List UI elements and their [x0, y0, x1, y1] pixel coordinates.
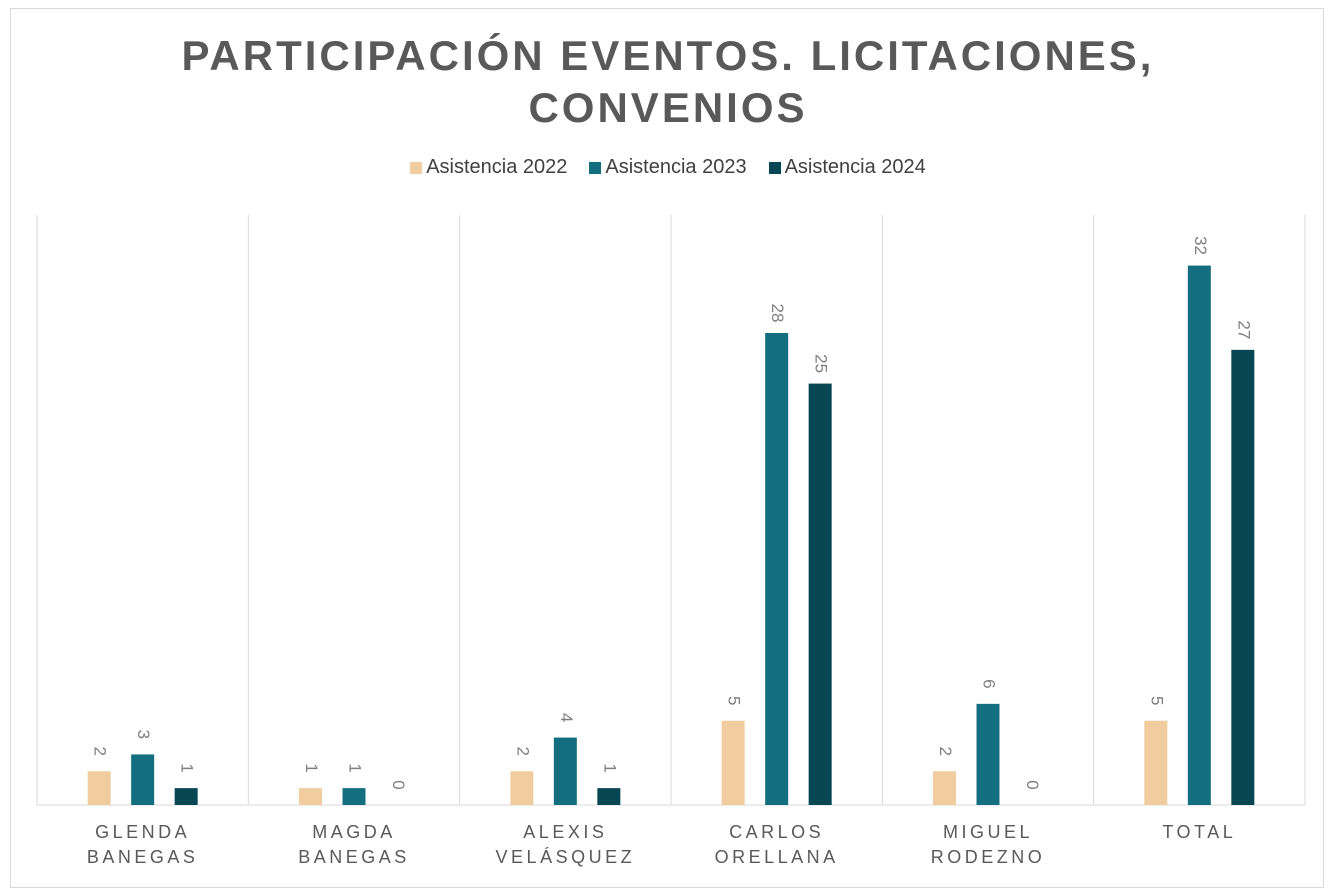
data-label: 0	[389, 780, 408, 789]
bar	[765, 333, 789, 805]
bar	[597, 788, 621, 805]
data-label: 1	[302, 763, 321, 772]
bar	[1187, 265, 1211, 806]
x-tick-label: CARLOS ORELLANA	[714, 822, 839, 867]
legend-item: Asistencia 2022	[410, 156, 567, 179]
bar	[87, 771, 111, 805]
data-label: 1	[178, 763, 197, 772]
bar	[553, 737, 577, 805]
x-tick-label: TOTAL	[1162, 822, 1237, 842]
data-label: 2	[936, 747, 955, 756]
bar	[510, 771, 534, 805]
data-label: 5	[1147, 696, 1166, 705]
legend: Asistencia 2022 Asistencia 2023 Asistencia…	[0, 156, 1336, 179]
legend-item: Asistencia 2024	[768, 156, 926, 179]
bar	[174, 788, 198, 805]
x-tick-label: GLENDA BANEGAS	[86, 822, 199, 867]
x-tick-label: ALEXIS VELÁSQUEZ	[495, 822, 636, 867]
chart-title: PARTICIPACIÓN EVENTOS. LICITACIONES, CON…	[181, 32, 1155, 131]
bar	[721, 720, 745, 805]
data-label: 0	[1023, 780, 1042, 789]
legend-swatch	[589, 161, 602, 174]
data-label: 32	[1191, 236, 1210, 255]
data-label: 3	[134, 730, 153, 739]
legend-label: Asistencia 2024	[784, 156, 926, 178]
legend-item: Asistencia 2023	[589, 156, 747, 179]
data-label: 27	[1234, 320, 1253, 339]
data-label: 28	[768, 304, 787, 323]
legend-swatch	[410, 161, 423, 174]
data-label: 2	[513, 747, 532, 756]
legend-label: Asistencia 2023	[605, 156, 747, 178]
legend-label: Asistencia 2022	[426, 156, 568, 178]
legend-swatch	[768, 161, 781, 174]
data-label: 1	[600, 763, 619, 772]
bar	[976, 703, 1000, 805]
x-tick-label: MAGDA BANEGAS	[298, 822, 410, 867]
data-label: 1	[346, 763, 365, 772]
bar	[1231, 349, 1255, 805]
data-label: 25	[812, 354, 831, 373]
bar	[131, 754, 155, 805]
data-label: 5	[725, 696, 744, 705]
data-label: 2	[91, 747, 110, 756]
bar	[1144, 720, 1168, 805]
bar	[933, 771, 956, 805]
data-label: 6	[980, 679, 999, 688]
x-tick-label: MIGUEL RODEZNO	[930, 822, 1046, 867]
data-label: 4	[557, 713, 576, 722]
bar	[299, 788, 322, 805]
bar	[342, 788, 366, 805]
bar	[808, 383, 832, 805]
